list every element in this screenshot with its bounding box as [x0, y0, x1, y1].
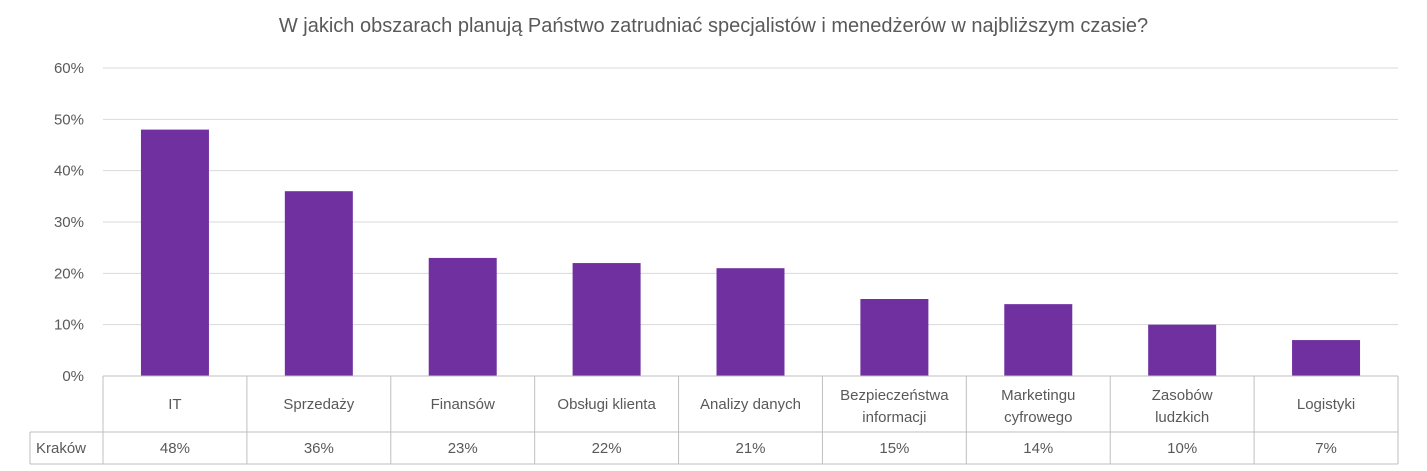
x-category-label: Sprzedaży — [283, 396, 354, 413]
y-tick-label: 20% — [54, 265, 84, 282]
table-value: 22% — [592, 440, 622, 457]
bar — [572, 263, 641, 376]
x-category-label: IT — [168, 396, 181, 413]
table-value: 14% — [1023, 440, 1053, 457]
bars — [140, 129, 1361, 376]
table-value: 10% — [1167, 440, 1197, 457]
x-category-label: Analizy danych — [700, 396, 801, 413]
y-axis-tick-labels: 0% 10% 20% 30% 40% 50% 60% — [54, 60, 84, 385]
y-tick-label: 50% — [54, 111, 84, 128]
table-value: 48% — [160, 440, 190, 457]
chart-title: W jakich obszarach planują Państwo zatru… — [279, 15, 1148, 37]
bar — [428, 257, 497, 376]
table-value: 15% — [879, 440, 909, 457]
x-category-label: Bezpieczeństwa informacji — [840, 387, 949, 426]
data-table: IT Sprzedaży Finansów Obsługi klienta Analiz… — [29, 375, 1399, 465]
x-category-label: Marketingu cyfrowego — [1001, 387, 1075, 426]
y-tick-label: 40% — [54, 163, 84, 180]
series-name: Kraków — [36, 440, 86, 457]
bar — [140, 129, 209, 376]
table-value: 21% — [735, 440, 765, 457]
bar — [284, 191, 353, 376]
y-tick-label: 30% — [54, 214, 84, 231]
bar — [860, 299, 929, 376]
x-category-label: Zasobów ludzkich — [1152, 387, 1213, 426]
y-tick-label: 0% — [62, 368, 84, 385]
bar — [716, 268, 785, 376]
x-category-label: Logistyki — [1297, 396, 1355, 413]
table-value: 7% — [1315, 440, 1337, 457]
bar — [1148, 324, 1217, 376]
table-value: 36% — [304, 440, 334, 457]
bar — [1292, 340, 1361, 376]
y-tick-label: 10% — [54, 317, 84, 334]
x-category-label: Obsługi klienta — [557, 396, 656, 413]
table-value: 23% — [448, 440, 478, 457]
bar — [1004, 304, 1073, 376]
y-tick-label: 60% — [54, 60, 84, 77]
x-category-label: Finansów — [431, 396, 495, 413]
